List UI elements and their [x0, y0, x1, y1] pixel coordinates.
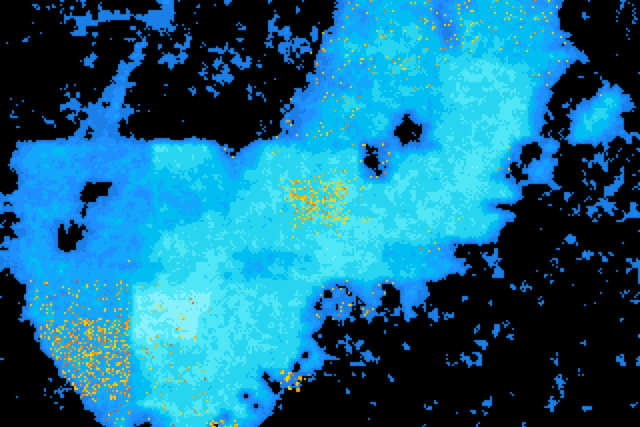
radar-image: [0, 0, 640, 427]
radar-echo-display: [0, 0, 640, 427]
